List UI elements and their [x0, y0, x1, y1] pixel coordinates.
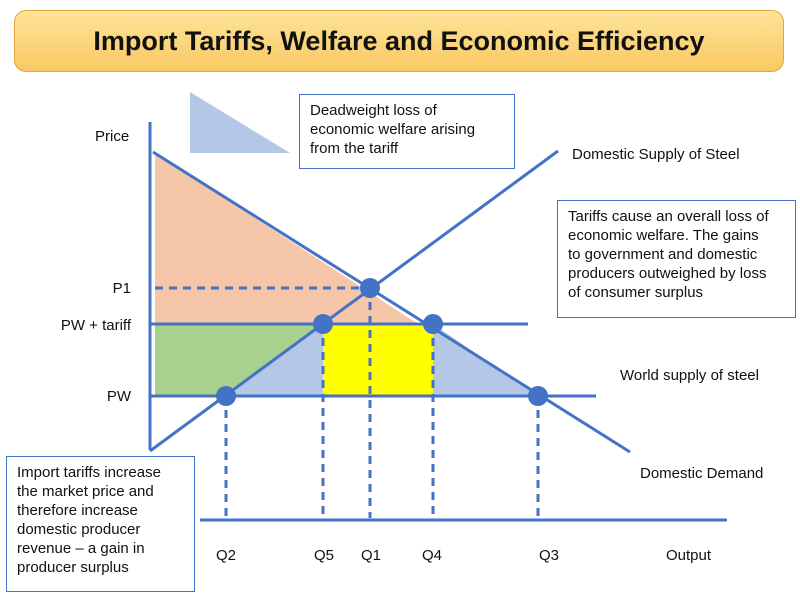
- domestic-demand-curve: [152, 150, 631, 454]
- q4-label: Q4: [422, 547, 442, 564]
- demand-tariff-point: [423, 314, 443, 334]
- supply-tariff-point: [313, 314, 333, 334]
- demand-world-point: [528, 386, 548, 406]
- y-axis-label: Price: [95, 128, 129, 145]
- tariff-revenue-area: [323, 324, 433, 396]
- equilibrium-point: [360, 278, 380, 298]
- world-supply-label: World supply of steel: [620, 367, 759, 384]
- overall-loss-note: Tariffs cause an overall loss of economi…: [557, 200, 796, 318]
- deadweight-loss-note: Deadweight loss of economic welfare aris…: [299, 94, 515, 169]
- pw-label: PW: [107, 388, 132, 405]
- producer-gain-note: Import tariffs increase the market price…: [6, 456, 195, 592]
- q3-label: Q3: [539, 547, 559, 564]
- x-axis-label: Output: [666, 547, 712, 564]
- q1-label: Q1: [361, 547, 381, 564]
- page-title: Import Tariffs, Welfare and Economic Eff…: [93, 25, 705, 56]
- q2-label: Q2: [216, 547, 236, 564]
- p1-label: P1: [113, 280, 131, 297]
- title-banner: Import Tariffs, Welfare and Economic Eff…: [14, 10, 784, 72]
- producer-gain-area: [155, 324, 323, 396]
- domestic-supply-label: Domestic Supply of Steel: [572, 146, 740, 163]
- deadweight-legend-swatch: [190, 92, 290, 153]
- q5-label: Q5: [314, 547, 334, 564]
- supply-world-point: [216, 386, 236, 406]
- domestic-demand-label: Domestic Demand: [640, 465, 763, 482]
- pw-tariff-label: PW + tariff: [61, 317, 132, 334]
